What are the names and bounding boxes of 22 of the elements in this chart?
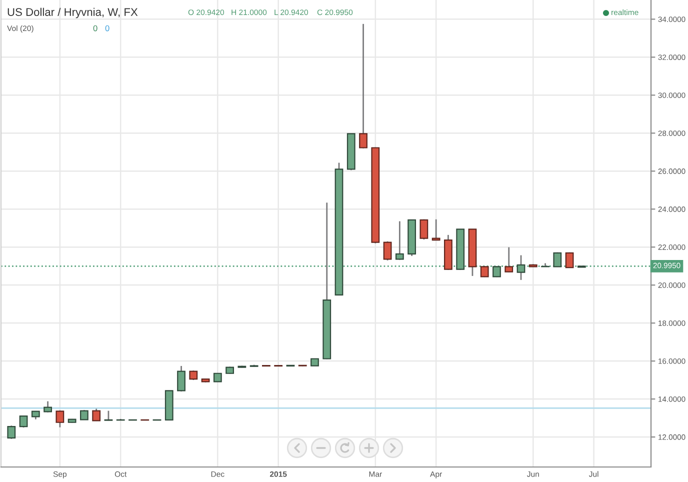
candlestick <box>395 220 404 260</box>
candlestick <box>7 424 16 440</box>
candlestick <box>56 410 64 428</box>
text: US Dollar / Hryvnia, W, FX <box>8 8 138 18</box>
annotation: 0 <box>93 25 98 32</box>
candlestick <box>19 415 28 428</box>
candlestick <box>104 410 113 422</box>
candlestick <box>359 23 368 150</box>
candlestick <box>177 365 186 392</box>
candlestick <box>480 265 489 278</box>
candlestick <box>383 240 392 262</box>
candlestick <box>565 252 574 269</box>
candlestick <box>420 218 428 240</box>
candlestick <box>516 254 526 281</box>
candlestick <box>44 400 52 413</box>
candlestick <box>492 265 501 278</box>
candlestick <box>92 408 101 422</box>
candlestick <box>504 246 514 273</box>
annotation: 0 <box>105 25 110 32</box>
candlestick <box>432 218 440 242</box>
candlestick <box>189 370 198 381</box>
candlestick <box>80 409 88 421</box>
